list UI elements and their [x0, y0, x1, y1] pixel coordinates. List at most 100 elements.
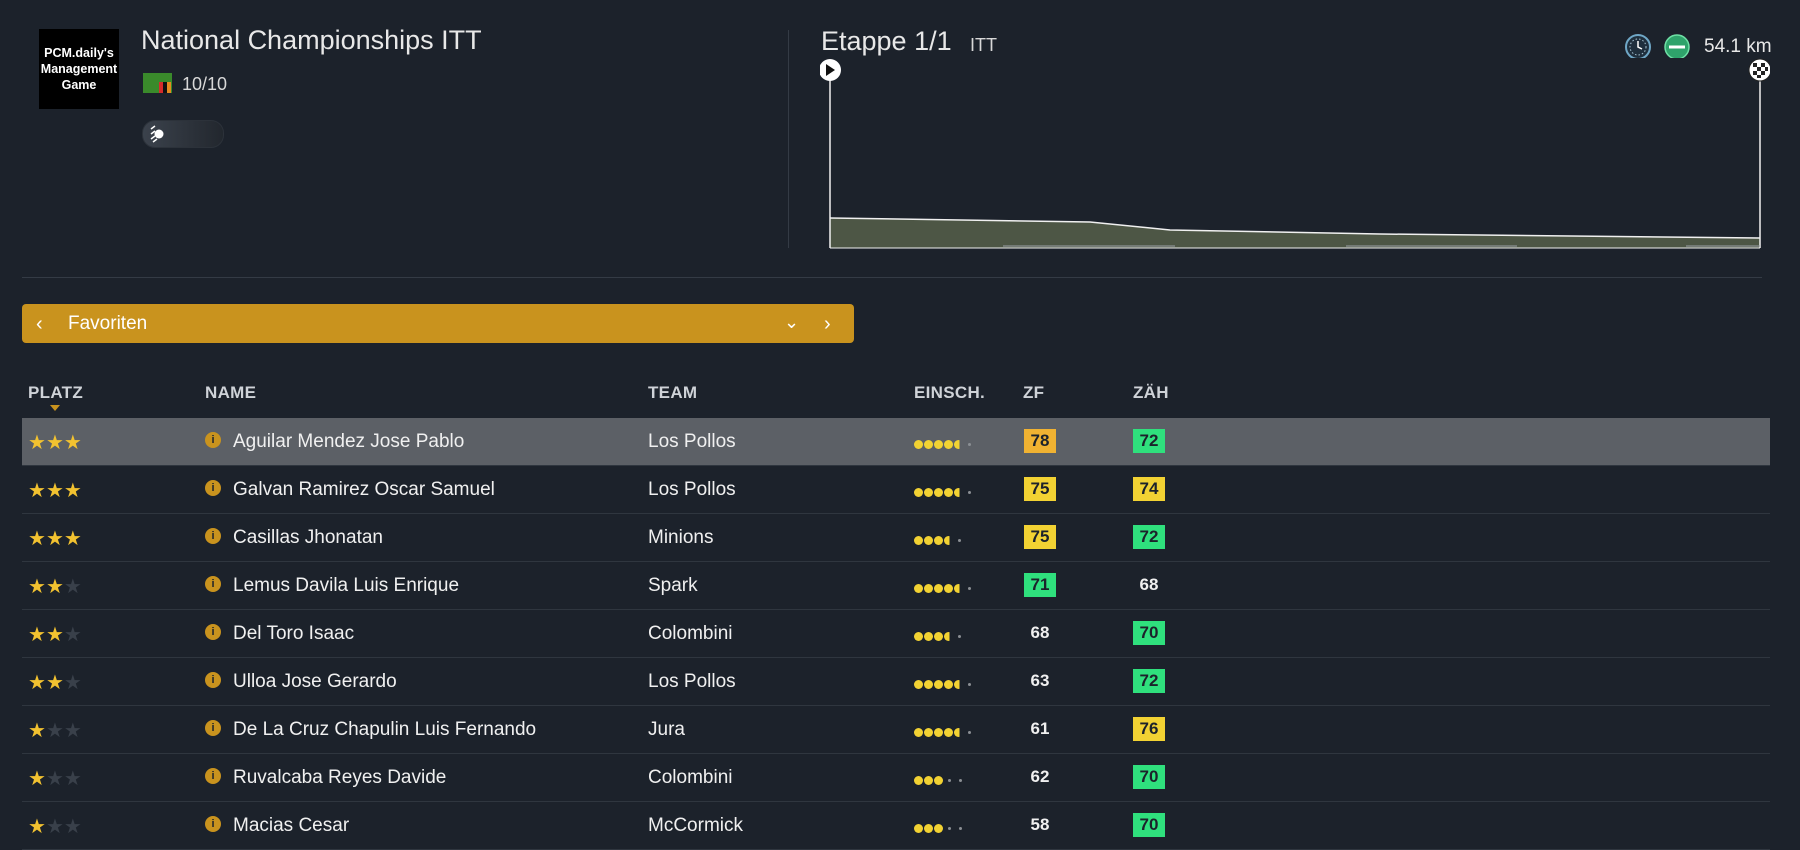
- assessment-dot: [914, 440, 923, 450]
- assessment-dot: [914, 728, 923, 738]
- weather-indicator: [142, 120, 224, 148]
- table-row[interactable]: ★★★ i Casillas Jhonatan Minions 75 72: [22, 514, 1770, 562]
- star-icon: ★: [45, 576, 64, 598]
- sort-down-icon: [50, 405, 60, 411]
- assessment-dots: [914, 484, 975, 498]
- rider-team: Los Pollos: [648, 671, 736, 692]
- column-header-name[interactable]: NAME: [205, 383, 257, 402]
- table-row[interactable]: ★★★ i Lemus Davila Luis Enrique Spark 71 68: [22, 562, 1770, 610]
- star-icon: ★: [45, 816, 64, 838]
- zf-value: 71: [1024, 573, 1056, 597]
- star-icon: ★: [28, 480, 46, 502]
- info-icon[interactable]: i: [205, 480, 221, 496]
- star-rating: ★★★: [28, 766, 82, 791]
- assessment-dot: [944, 680, 953, 690]
- zf-value: 61: [1030, 719, 1050, 738]
- zf-value: 58: [1030, 815, 1050, 834]
- star-icon: ★: [45, 768, 64, 790]
- assessment-dot: [914, 776, 923, 786]
- zah-value: 72: [1133, 525, 1165, 549]
- zah-value: 74: [1133, 477, 1165, 501]
- filter-selector[interactable]: ‹ Favoriten ⌄ ›: [22, 304, 854, 343]
- zf-value: 63: [1030, 671, 1050, 690]
- info-icon[interactable]: i: [205, 768, 221, 784]
- rider-name[interactable]: Ulloa Jose Gerardo: [233, 671, 397, 692]
- rider-name[interactable]: Del Toro Isaac: [233, 623, 355, 644]
- zf-value: 75: [1024, 525, 1056, 549]
- table-row[interactable]: ★★★ i De La Cruz Chapulin Luis Fernando Jur…: [22, 706, 1770, 754]
- table-row[interactable]: ★★★ i Macias Cesar McCormick 58 70: [22, 802, 1770, 850]
- info-icon[interactable]: i: [205, 528, 221, 544]
- star-icon: ★: [28, 528, 46, 550]
- info-icon[interactable]: i: [205, 432, 221, 448]
- star-icon: ★: [45, 672, 64, 694]
- assessment-dot: [948, 827, 951, 831]
- star-icon: ★: [45, 528, 64, 550]
- star-rating: ★★★: [28, 526, 82, 551]
- star-rating: ★★★: [28, 718, 82, 743]
- column-header-zf[interactable]: ZF: [1023, 383, 1045, 402]
- column-header-platz[interactable]: PLATZ: [28, 383, 84, 402]
- assessment-dot: [954, 584, 963, 594]
- column-header-team[interactable]: TEAM: [648, 383, 698, 402]
- star-icon: ★: [63, 624, 82, 646]
- assessment-dot: [968, 683, 971, 687]
- assessment-dot: [934, 728, 943, 738]
- assessment-dot: [924, 584, 933, 594]
- table-row[interactable]: ★★★ i Ulloa Jose Gerardo Los Pollos 63 72: [22, 658, 1770, 706]
- assessment-dot: [934, 680, 943, 690]
- assessment-dots: [914, 676, 975, 690]
- zf-value: 68: [1030, 623, 1050, 642]
- assessment-dot: [954, 680, 963, 690]
- rider-name[interactable]: Ruvalcaba Reyes Davide: [233, 767, 447, 788]
- star-icon: ★: [28, 672, 46, 694]
- assessment-dot: [958, 539, 961, 543]
- rider-team: Minions: [648, 527, 714, 548]
- info-icon[interactable]: i: [205, 576, 221, 592]
- assessment-dot: [954, 488, 963, 498]
- assessment-dot: [914, 488, 923, 498]
- race-title: National Championships ITT: [141, 25, 482, 55]
- info-icon[interactable]: i: [205, 672, 221, 688]
- assessment-dot: [934, 824, 943, 834]
- rider-name[interactable]: Aguilar Mendez Jose Pablo: [233, 431, 465, 452]
- star-icon: ★: [63, 480, 82, 502]
- assessment-dot: [924, 680, 933, 690]
- assessment-dot: [944, 584, 953, 594]
- assessment-dot: [924, 632, 933, 642]
- clock-icon: [1625, 34, 1651, 60]
- assessment-dot: [914, 584, 923, 594]
- chevron-down-icon[interactable]: ⌄: [784, 312, 800, 332]
- zf-value: 78: [1024, 429, 1056, 453]
- table-row[interactable]: ★★★ i Aguilar Mendez Jose Pablo Los Pollos 7…: [22, 418, 1770, 466]
- country-flag-icon: [143, 73, 172, 93]
- column-header-zah[interactable]: ZÄH: [1133, 383, 1169, 402]
- info-icon[interactable]: i: [205, 624, 221, 640]
- assessment-dot: [968, 491, 971, 495]
- assessment-dot: [924, 824, 933, 834]
- assessment-dot: [968, 443, 971, 447]
- info-icon[interactable]: i: [205, 720, 221, 736]
- assessment-dot: [914, 824, 923, 834]
- star-icon: ★: [28, 432, 46, 454]
- race-rank: 10/10: [182, 74, 228, 94]
- zah-value: 72: [1133, 669, 1165, 693]
- assessment-dots: [914, 580, 975, 594]
- zf-value: 75: [1024, 477, 1056, 501]
- chevron-left-icon[interactable]: ‹: [36, 313, 43, 335]
- assessment-dot: [924, 728, 933, 738]
- info-icon[interactable]: i: [205, 816, 221, 832]
- column-header-einsch[interactable]: EINSCH.: [914, 383, 986, 402]
- table-row[interactable]: ★★★ i Del Toro Isaac Colombini 68 70: [22, 610, 1770, 658]
- rider-name[interactable]: Casillas Jhonatan: [233, 527, 383, 548]
- rider-name[interactable]: De La Cruz Chapulin Luis Fernando: [233, 719, 537, 740]
- table-row[interactable]: ★★★ i Galvan Ramirez Oscar Samuel Los Pollo…: [22, 466, 1770, 514]
- zah-value: 70: [1133, 621, 1165, 645]
- rider-name[interactable]: Lemus Davila Luis Enrique: [233, 575, 460, 596]
- rider-name[interactable]: Macias Cesar: [233, 815, 350, 836]
- rider-name[interactable]: Galvan Ramirez Oscar Samuel: [233, 479, 495, 500]
- table-row[interactable]: ★★★ i Ruvalcaba Reyes Davide Colombini 62 70: [22, 754, 1770, 802]
- star-icon: ★: [28, 816, 46, 838]
- chevron-right-icon[interactable]: ›: [824, 313, 831, 335]
- assessment-dot: [948, 779, 951, 783]
